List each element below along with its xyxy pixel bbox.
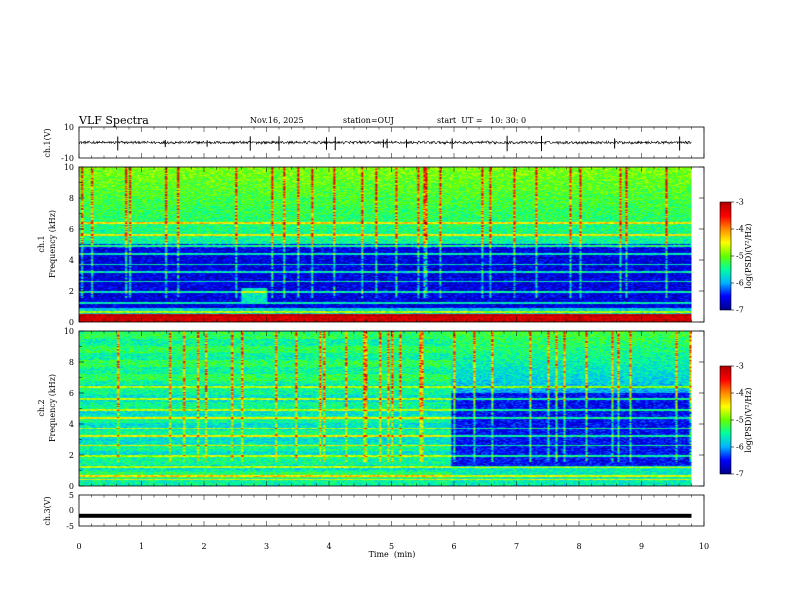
ch1-waveform-trace xyxy=(78,139,692,146)
time-tick-label: 6 xyxy=(451,542,456,551)
ch2-spectrogram-image xyxy=(79,331,692,486)
frequency-tick-label: 6 xyxy=(69,225,74,234)
ch3-ytick-top: 5 xyxy=(69,491,74,500)
frequency-tick-label: 8 xyxy=(69,358,74,367)
time-axis-ticks xyxy=(78,127,705,526)
colorbar-tick-label: -6 xyxy=(736,279,744,288)
time-axis-label: Time (min) xyxy=(369,550,416,559)
ch2-colorbar-ticks: -3 -4 -5 -6 -7 xyxy=(731,362,744,479)
ch1-spectrogram-image xyxy=(79,167,692,322)
time-tick-label: 0 xyxy=(76,542,81,551)
ch2-spectrogram-ylabel-frequency: Frequency (kHz) xyxy=(48,374,57,442)
ch1-ytick-bottom: -10 xyxy=(61,154,74,163)
frequency-tick-label: 4 xyxy=(69,420,74,429)
time-tick-label: 4 xyxy=(326,542,331,551)
ch3-waveform-panel: 5 0 -5 ch.3(V) xyxy=(43,491,705,531)
colorbar-tick-label: -7 xyxy=(736,470,744,479)
ch3-ytick-bottom: -5 xyxy=(66,522,74,531)
frequency-tick-label: 10 xyxy=(64,327,74,336)
ch3-waveform-ylabel: ch.3(V) xyxy=(43,496,52,525)
ch2-colorbar-label: log(PSD)(V²/Hz) xyxy=(744,387,753,452)
ch1-spectrogram-ylabel-channel: ch.1 xyxy=(37,235,46,252)
ch1-spectrogram-ylabel-frequency: Frequency (kHz) xyxy=(48,210,57,278)
colorbar-tick-label: -4 xyxy=(736,389,744,398)
time-tick-label: 10 xyxy=(699,542,709,551)
time-tick-label: 8 xyxy=(576,542,581,551)
ch1-colorbar-label: log(PSD)(V²/Hz) xyxy=(744,223,753,288)
ch1-ytick-top: 10 xyxy=(64,123,74,132)
colorbar-tick-label: -3 xyxy=(736,198,744,207)
figure-date: Nov.16, 2025 xyxy=(250,116,304,125)
frequency-tick-label: 6 xyxy=(69,389,74,398)
frequency-tick-label: 10 xyxy=(64,163,74,172)
ch1-waveform-spikes xyxy=(117,135,681,152)
ch2-spectrogram-yticks: 0 2 4 6 8 10 xyxy=(64,327,704,491)
time-tick-label: 5 xyxy=(389,542,394,551)
colorbar-tick-label: -4 xyxy=(736,225,744,234)
figure-start-time: start UT = 10: 30: 0 xyxy=(437,116,526,125)
figure-title: VLF Spectra xyxy=(78,114,149,127)
ch1-waveform-panel: 10 -10 ch.1(V) xyxy=(43,123,705,163)
time-tick-label: 1 xyxy=(139,542,144,551)
time-tick-label: 9 xyxy=(639,542,644,551)
colorbar-tick-label: -5 xyxy=(736,252,744,261)
time-tick-label: 3 xyxy=(264,542,269,551)
ch1-waveform-ylabel: ch.1(V) xyxy=(43,128,52,157)
ch2-spectrogram-ylabel-channel: ch.2 xyxy=(37,399,46,416)
ch3-waveform-trace xyxy=(79,513,692,518)
frequency-tick-label: 8 xyxy=(69,194,74,203)
figure-station: station=OUJ xyxy=(343,116,394,125)
frequency-tick-label: 2 xyxy=(69,451,74,460)
colorbar-tick-label: -5 xyxy=(736,416,744,425)
frequency-tick-label: 0 xyxy=(69,482,74,491)
ch1-colorbar xyxy=(720,202,731,310)
time-axis-tick-labels: 0 1 2 3 4 5 6 7 8 9 10 xyxy=(76,542,709,551)
time-tick-label: 7 xyxy=(514,542,519,551)
frequency-tick-label: 4 xyxy=(69,256,74,265)
time-tick-label: 2 xyxy=(201,542,206,551)
ch1-spectrogram-yticks: 0 2 4 6 8 10 xyxy=(64,163,704,327)
colorbar-tick-label: -6 xyxy=(736,443,744,452)
colorbar-tick-label: -3 xyxy=(736,362,744,371)
frequency-tick-label: 0 xyxy=(69,318,74,327)
colorbar-tick-label: -7 xyxy=(736,306,744,315)
frequency-tick-label: 2 xyxy=(69,287,74,296)
ch3-ytick-middle: 0 xyxy=(69,506,74,515)
ch1-colorbar-ticks: -3 -4 -5 -6 -7 xyxy=(731,198,744,315)
ch2-colorbar xyxy=(720,366,731,474)
